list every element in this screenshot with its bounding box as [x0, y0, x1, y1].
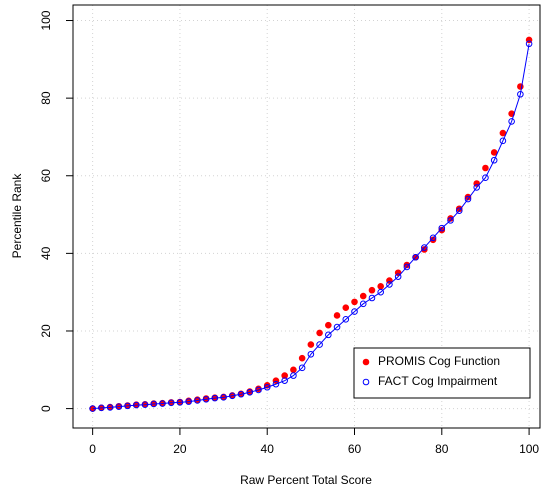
- point: [298, 354, 306, 362]
- point: [447, 215, 454, 222]
- point: [132, 401, 140, 409]
- point: [115, 403, 123, 410]
- point: [525, 40, 533, 48]
- point: [272, 380, 280, 388]
- point: [482, 164, 489, 172]
- point: [403, 263, 411, 271]
- point: [377, 288, 384, 296]
- point: [316, 329, 323, 337]
- x-tick-label: 80: [435, 442, 449, 456]
- point: [150, 400, 158, 408]
- point: [473, 184, 481, 191]
- x-axis-label: Raw Percent Total Score: [240, 473, 372, 487]
- point: [464, 193, 472, 201]
- x-tick-label: 100: [519, 442, 539, 456]
- point: [316, 341, 323, 348]
- x-tick-label: 0: [89, 442, 96, 456]
- point: [290, 372, 297, 379]
- y-tick-label: 80: [39, 91, 53, 105]
- y-axis-label: Percentile Rank: [10, 173, 24, 259]
- legend-label: FACT Cog Impairment: [378, 374, 498, 388]
- point: [351, 308, 358, 315]
- point: [429, 234, 437, 242]
- point: [167, 399, 175, 407]
- point: [281, 377, 288, 384]
- point: [499, 129, 507, 137]
- point: [89, 405, 96, 412]
- point: [333, 312, 341, 319]
- point: [281, 372, 288, 379]
- point: [490, 149, 498, 156]
- point: [237, 390, 245, 398]
- point: [98, 404, 105, 412]
- point: [333, 323, 341, 331]
- point: [325, 331, 332, 339]
- legend-box: [353, 347, 531, 399]
- point: [246, 388, 254, 396]
- plot-frame: [72, 4, 541, 429]
- point: [351, 298, 358, 306]
- point: [412, 253, 419, 261]
- legend-marker: [362, 378, 370, 386]
- point: [464, 195, 472, 203]
- point: [298, 364, 306, 372]
- x-tick-label: 20: [173, 442, 187, 456]
- point: [307, 341, 315, 348]
- point: [455, 205, 463, 213]
- point: [421, 244, 428, 251]
- point: [368, 294, 376, 302]
- y-tick-label: 100: [39, 10, 53, 30]
- y-tick-label: 20: [39, 324, 53, 338]
- legend-label: PROMIS Cog Function: [378, 354, 500, 368]
- point: [403, 261, 411, 269]
- point: [202, 395, 210, 403]
- point: [194, 397, 201, 404]
- point: [229, 392, 236, 400]
- point: [124, 402, 131, 410]
- point: [421, 246, 428, 253]
- y-tick-label: 0: [39, 405, 53, 412]
- point: [220, 394, 227, 401]
- point: [359, 300, 367, 308]
- point: [159, 400, 166, 407]
- point: [307, 350, 315, 358]
- x-tick-label: 40: [261, 442, 275, 456]
- point: [342, 316, 350, 323]
- point: [359, 292, 367, 300]
- point: [490, 156, 498, 164]
- point: [429, 236, 437, 244]
- point: [290, 366, 297, 374]
- x-tick-label: 60: [348, 442, 362, 456]
- y-tick-label: 60: [39, 169, 53, 183]
- point: [141, 401, 149, 409]
- legend-marker: [362, 358, 370, 366]
- point: [176, 399, 184, 406]
- point: [325, 321, 332, 329]
- point: [447, 217, 454, 224]
- point: [368, 286, 376, 294]
- point: [377, 283, 384, 290]
- point: [342, 304, 350, 311]
- point: [482, 174, 489, 181]
- legend: PROMIS Cog Function FACT Cog Impairment: [353, 347, 531, 399]
- y-tick-label: 40: [39, 246, 53, 260]
- point: [438, 224, 446, 232]
- point: [211, 394, 219, 402]
- point: [185, 398, 192, 405]
- point: [106, 404, 114, 411]
- point: [255, 386, 262, 394]
- point: [455, 207, 463, 214]
- point: [394, 273, 402, 280]
- point: [386, 281, 393, 288]
- point: [508, 118, 515, 125]
- point: [438, 226, 446, 234]
- point: [517, 90, 524, 98]
- point: [499, 137, 507, 145]
- point: [263, 383, 271, 391]
